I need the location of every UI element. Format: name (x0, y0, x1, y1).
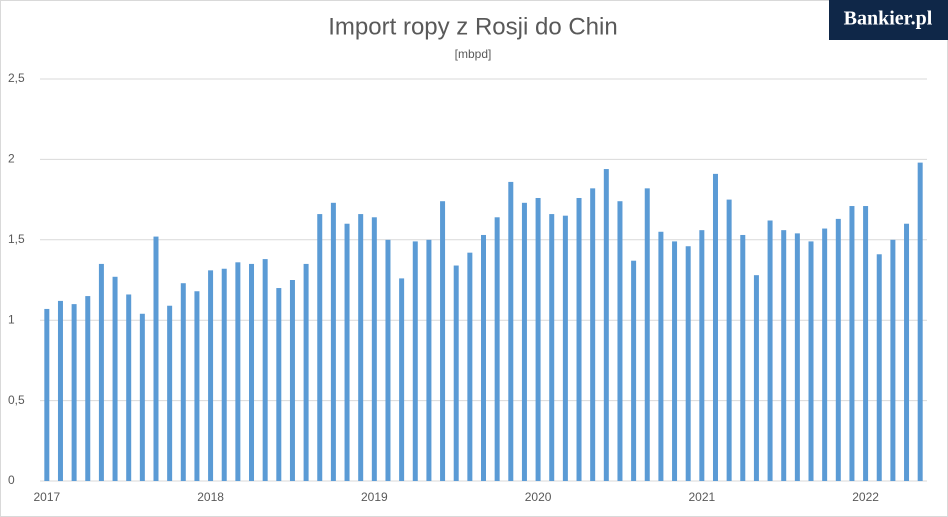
bar (549, 214, 555, 481)
bar (467, 252, 473, 481)
brand-logo: Bankier.pl (844, 8, 933, 30)
bar (658, 231, 664, 481)
bar (208, 270, 214, 481)
bar (849, 206, 855, 482)
bar (112, 276, 118, 481)
bar (276, 288, 282, 481)
bar (876, 254, 882, 481)
bar (344, 223, 350, 481)
bar (822, 228, 828, 481)
bar (180, 283, 186, 481)
bar (617, 201, 623, 481)
bar (167, 305, 173, 481)
bar (794, 233, 800, 481)
bar (481, 234, 486, 481)
x-tick-label: 2020 (525, 490, 552, 504)
x-tick-label: 2017 (33, 490, 60, 504)
bar (535, 197, 541, 481)
bar (98, 263, 104, 481)
bar (426, 239, 432, 481)
bar (440, 201, 446, 481)
brand-box (829, 0, 948, 40)
x-tick-label: 2019 (361, 490, 388, 504)
bar (767, 220, 773, 481)
bar (221, 268, 227, 481)
y-tick-label: 2 (8, 152, 15, 166)
bar (917, 162, 923, 481)
bar (399, 278, 405, 481)
bar (808, 241, 814, 481)
bar (57, 300, 63, 481)
x-tick-label: 2018 (197, 490, 224, 504)
bar (317, 214, 323, 481)
bar (726, 199, 732, 481)
y-tick-label: 0,5 (8, 393, 25, 407)
bar (631, 260, 637, 481)
bar (453, 265, 459, 481)
bar (385, 239, 391, 481)
chart-title: Import ropy z Rosji do Chin (328, 13, 617, 40)
bar (890, 239, 896, 481)
bar (904, 223, 910, 481)
bar (603, 169, 609, 481)
y-tick-label: 1 (8, 312, 15, 326)
bar (863, 206, 869, 482)
bar (371, 217, 377, 481)
bar (562, 215, 568, 481)
bar (249, 263, 255, 481)
bar (753, 275, 759, 481)
bar (835, 218, 841, 481)
bar (139, 313, 145, 481)
bar (85, 296, 91, 481)
bar (521, 202, 527, 482)
bar (303, 263, 309, 481)
bar (235, 262, 241, 481)
bar (699, 230, 705, 481)
bar (194, 291, 200, 481)
bar (712, 173, 718, 481)
y-tick-label: 1,5 (8, 232, 25, 246)
bar (44, 308, 50, 481)
bar (781, 230, 787, 481)
bar (153, 236, 159, 481)
bar (71, 304, 77, 481)
bar (330, 202, 336, 482)
bar (740, 234, 746, 481)
bar (644, 188, 650, 481)
x-tick-label: 2021 (688, 490, 715, 504)
bar (126, 294, 132, 481)
bar (685, 246, 691, 481)
bar (672, 241, 678, 481)
bar (494, 217, 500, 481)
bar (262, 259, 268, 481)
bar (576, 197, 582, 481)
x-tick-label: 2022 (852, 490, 879, 504)
bar (289, 280, 295, 481)
chart-subtitle: [mbpd] (455, 47, 492, 61)
bar (590, 188, 596, 481)
bar (412, 241, 418, 481)
bar (358, 214, 364, 481)
y-tick-label: 2,5 (8, 71, 25, 85)
bar (508, 181, 514, 482)
y-tick-label: 0 (8, 473, 15, 487)
